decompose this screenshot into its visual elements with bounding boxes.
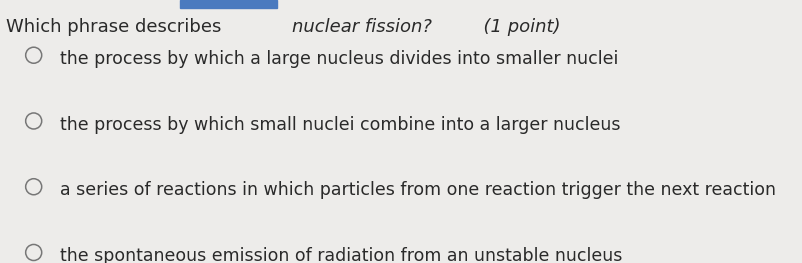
Text: the process by which small nuclei combine into a larger nucleus: the process by which small nuclei combin… xyxy=(60,116,621,134)
Text: a series of reactions in which particles from one reaction trigger the next reac: a series of reactions in which particles… xyxy=(60,181,776,199)
Text: the process by which a large nucleus divides into smaller nuclei: the process by which a large nucleus div… xyxy=(60,50,618,68)
Text: the spontaneous emission of radiation from an unstable nucleus: the spontaneous emission of radiation fr… xyxy=(60,247,622,263)
Text: (1 point): (1 point) xyxy=(472,18,561,36)
Text: nuclear fission?: nuclear fission? xyxy=(292,18,431,36)
Text: Which phrase describes: Which phrase describes xyxy=(6,18,228,36)
